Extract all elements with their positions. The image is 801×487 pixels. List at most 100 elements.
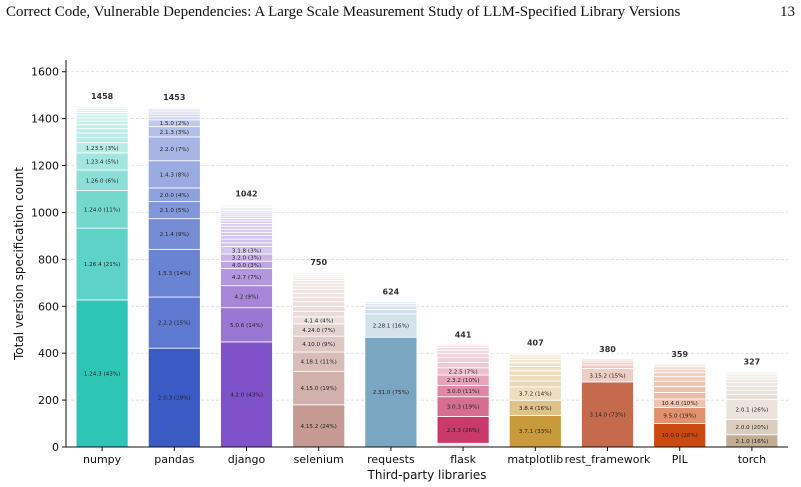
segment-label: 2.0.3 (29%): [158, 396, 191, 402]
segment-label: 1.24.3 (43%): [84, 371, 120, 377]
bar-total-label: 359: [671, 350, 688, 359]
segment-label: 2.1.4 (9%): [160, 232, 189, 238]
bar-segment-minor: [364, 305, 418, 310]
bar-segment-minor: [725, 389, 779, 395]
bar-segment-minor: [364, 300, 418, 302]
bar-segment-minor: [581, 364, 634, 369]
x-tick-label: numpy: [83, 453, 122, 466]
x-tick-label: django: [228, 453, 266, 466]
segment-label: 3.8.4 (16%): [519, 406, 552, 412]
bar-segment: [147, 218, 201, 250]
segment-label: 4.2 (9%): [235, 295, 259, 301]
bar-segment-minor: [292, 289, 346, 294]
y-tick-label: 400: [38, 347, 59, 360]
segment-label: 4.0.0 (3%): [232, 263, 261, 269]
bar-segment-minor: [436, 343, 490, 345]
segment-label: 4.24.0 (7%): [302, 328, 335, 334]
bar-numpy: [75, 104, 129, 448]
bar-segment-minor: [653, 376, 707, 382]
bar-total-label: 380: [599, 345, 616, 354]
segment-label: 9.5.0 (19%): [663, 413, 696, 419]
bar-segment-minor: [75, 132, 129, 139]
bar-segment-minor: [292, 292, 346, 298]
x-axis-title: Third-party libraries: [367, 468, 487, 482]
bar-segment: [292, 370, 346, 406]
bar-segment: [147, 347, 201, 448]
bar-segment-minor: [75, 117, 129, 122]
bar-segment-minor: [292, 282, 346, 287]
segment-label: 4.2.7 (7%): [232, 275, 261, 281]
bar-total-label: 407: [527, 339, 544, 348]
bar-requests: [364, 300, 418, 448]
bar-PIL: [653, 362, 707, 448]
bar-django: [220, 202, 273, 448]
y-tick-label: 1000: [31, 206, 59, 219]
segment-label: 3.7.2 (14%): [519, 392, 552, 398]
segment-label: 1.23.4 (5%): [86, 159, 119, 165]
bar-segment: [364, 336, 418, 448]
segment-label: 3.0.3 (19%): [447, 405, 480, 411]
y-tick-label: 600: [38, 300, 59, 313]
paper-title: Correct Code, Vulnerable Dependencies: A…: [6, 4, 681, 20]
segment-label: 2.0.1 (26%): [735, 407, 768, 413]
x-tick-label: flask: [450, 453, 476, 466]
bar-matplotlib: [508, 351, 562, 448]
bar-segment-minor: [220, 242, 273, 247]
bar-segment-minor: [725, 382, 779, 387]
segment-label: 2.3.2 (10%): [447, 378, 480, 384]
bar-segment-minor: [292, 306, 346, 312]
y-tick-label: 1600: [31, 66, 59, 79]
segment-label: 2.2.0 (7%): [160, 147, 189, 153]
bar-segment-minor: [292, 296, 346, 303]
segment-label: 2.2.2 (15%): [158, 321, 191, 327]
bar-segment-minor: [220, 228, 273, 233]
x-tick-label: selenium: [294, 453, 344, 466]
bar-segment-minor: [508, 370, 562, 377]
x-tick-label: PIL: [672, 453, 689, 466]
x-tick-label: rest_framework: [565, 453, 651, 466]
y-tick-label: 0: [52, 441, 59, 454]
bar-segment-minor: [220, 225, 273, 230]
segment-label: 2.1.3 (3%): [160, 130, 189, 136]
segment-label: 3.0.0 (11%): [447, 389, 480, 395]
bar-segment-minor: [725, 394, 779, 400]
bar-segment-minor: [292, 280, 346, 284]
bar-segment-minor: [653, 386, 707, 393]
y-tick-label: 1200: [31, 160, 59, 173]
segment-label: 1.5.0 (2%): [160, 121, 189, 127]
segment-label: 2.28.1 (16%): [373, 324, 409, 330]
axes: [62, 60, 788, 451]
segment-label: 3.1.8 (3%): [232, 248, 261, 254]
x-tick-label: pandas: [154, 453, 194, 466]
bar-selenium: [292, 270, 346, 448]
bar-total-label: 1458: [91, 92, 114, 101]
segment-label: 2.3.3 (26%): [447, 428, 480, 434]
bar-segment-minor: [220, 235, 273, 240]
segment-label: 2.2.5 (7%): [448, 369, 477, 375]
bar-segment-minor: [581, 357, 634, 359]
bar-segment-minor: [292, 311, 346, 318]
bar-segment-minor: [220, 238, 273, 244]
bar-segment: [220, 341, 273, 448]
bar-flask: [436, 343, 490, 448]
segment-label: 2.1.0 (5%): [160, 208, 189, 214]
bar-segment-minor: [653, 392, 707, 400]
x-tick-label: torch: [738, 453, 766, 466]
bar-segment-minor: [725, 379, 779, 384]
segment-label: 1.5.3 (14%): [158, 271, 191, 277]
segment-label: 2.0.0 (20%): [735, 425, 768, 431]
bar-torch: [725, 369, 779, 448]
bars: [75, 104, 779, 448]
segment-label: 4.2.0 (43%): [230, 392, 263, 398]
bar-total-label: 1042: [235, 190, 257, 199]
bar-segment-minor: [364, 309, 418, 315]
bar-total-label: 624: [383, 288, 400, 297]
segment-label: 4.15.0 (19%): [301, 386, 337, 392]
bar-total-label: 1453: [163, 93, 185, 102]
bar-segment-minor: [725, 385, 779, 391]
bar-segment-minor: [508, 380, 562, 388]
segment-label: 1.26.4 (21%): [84, 262, 120, 268]
bar-segment-minor: [75, 128, 129, 134]
bar-segment-minor: [220, 231, 273, 237]
